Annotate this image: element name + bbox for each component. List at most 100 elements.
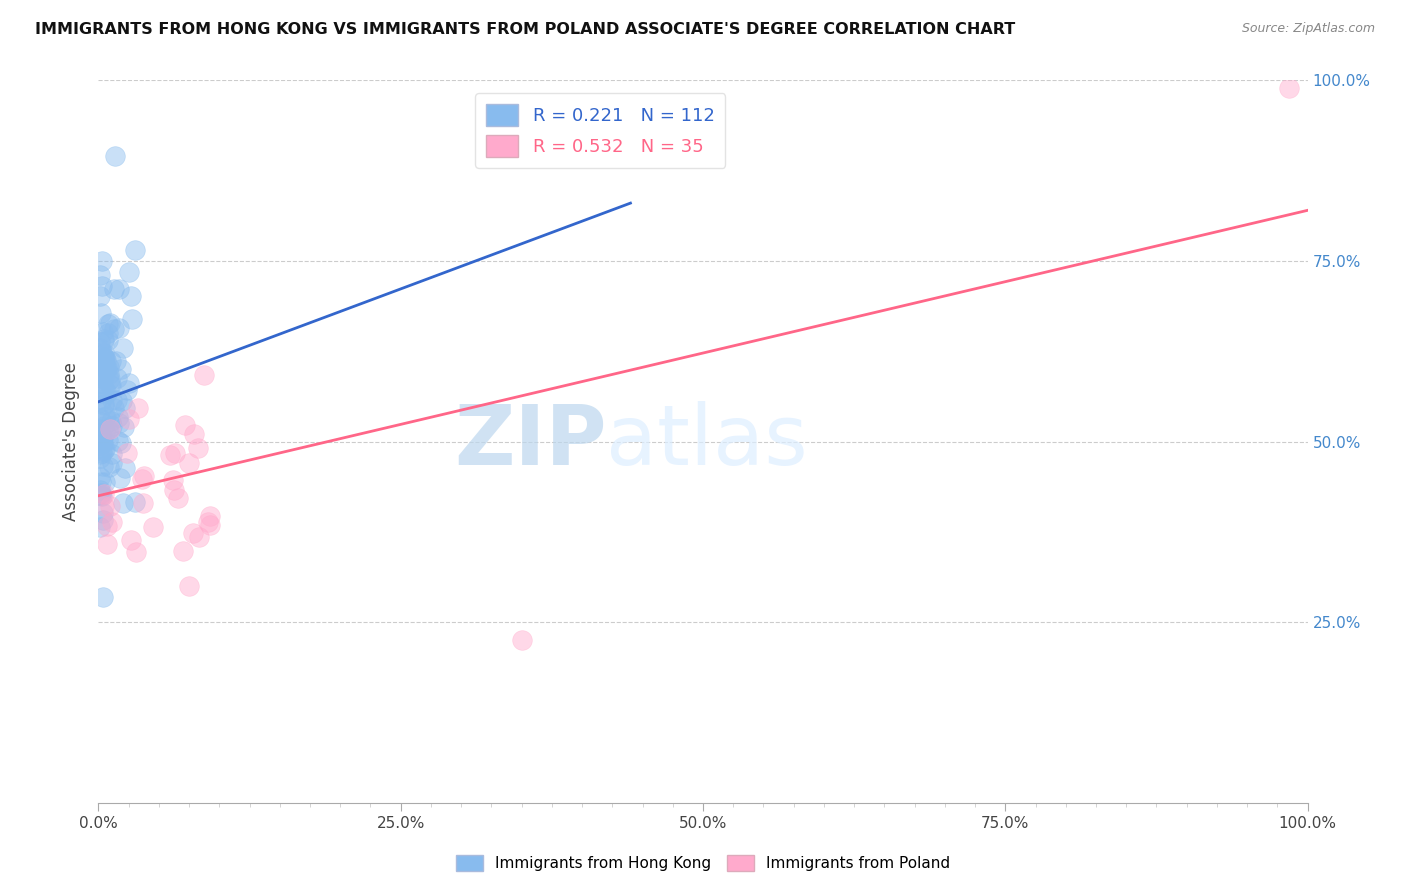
Point (89, 483, 111, 497)
Point (93, 475, 115, 489)
Point (108, 471, 131, 485)
Point (162, 473, 184, 487)
Point (89, 520, 111, 534)
Point (90, 385, 112, 400)
Point (174, 417, 197, 432)
Point (96, 362, 118, 376)
Point (1278, 80, 1301, 95)
Text: atlas: atlas (606, 401, 808, 482)
Point (93, 370, 115, 384)
Point (90, 394, 112, 409)
Point (97, 360, 120, 375)
Point (93, 499, 115, 513)
Point (89, 365, 111, 379)
Point (114, 461, 136, 475)
Point (90, 445, 112, 459)
Point (110, 435, 132, 450)
Point (177, 579, 200, 593)
Point (111, 394, 134, 409)
Point (101, 447, 124, 461)
Point (121, 312, 143, 326)
Point (97, 423, 120, 437)
Point (107, 409, 129, 424)
Point (93, 425, 115, 439)
Point (107, 416, 129, 430)
Point (111, 341, 134, 355)
Point (90, 485, 112, 500)
Point (131, 496, 153, 510)
Point (97, 333, 120, 347)
Point (510, 633, 533, 648)
Point (94, 353, 117, 368)
Point (93, 358, 115, 372)
Point (98, 317, 121, 331)
Point (165, 446, 187, 460)
Point (93, 397, 115, 411)
Point (181, 525, 204, 540)
Point (105, 371, 128, 385)
Point (89, 470, 111, 484)
Point (159, 448, 181, 462)
Point (100, 378, 122, 392)
Point (93, 398, 115, 412)
Legend: Immigrants from Hong Kong, Immigrants from Poland: Immigrants from Hong Kong, Immigrants fr… (450, 849, 956, 877)
Point (90, 279, 112, 293)
Point (90, 475, 112, 490)
Point (93, 333, 115, 347)
Point (118, 412, 141, 426)
Point (101, 419, 124, 434)
Point (97, 326, 120, 341)
Point (115, 384, 138, 398)
Point (98, 372, 121, 386)
Point (111, 496, 134, 510)
Point (131, 472, 153, 486)
Point (110, 362, 132, 376)
Point (97, 433, 120, 447)
Point (134, 468, 156, 483)
Point (127, 401, 149, 415)
Point (94, 351, 117, 366)
Point (93, 442, 115, 457)
Point (100, 515, 122, 529)
Point (91, 325, 114, 339)
Legend: R = 0.221   N = 112, R = 0.532   N = 35: R = 0.221 N = 112, R = 0.532 N = 35 (475, 93, 725, 168)
Point (112, 420, 135, 434)
Point (91, 433, 114, 447)
Point (96, 386, 118, 401)
Point (89, 376, 111, 390)
Point (93, 334, 115, 348)
Point (183, 427, 205, 442)
Point (98, 377, 121, 392)
Point (91, 368, 114, 383)
Point (96, 361, 118, 376)
Point (96, 518, 118, 533)
Point (89, 341, 111, 355)
Point (93, 350, 115, 364)
Point (104, 149, 127, 163)
Point (91, 431, 114, 445)
Point (107, 282, 129, 296)
Point (118, 265, 141, 279)
Point (94, 409, 117, 424)
Point (89, 438, 111, 452)
Point (90, 489, 112, 503)
Point (125, 545, 148, 559)
Point (172, 544, 194, 558)
Point (93, 410, 115, 425)
Point (89, 426, 111, 441)
Point (96, 317, 118, 331)
Point (89, 268, 111, 282)
Point (97, 459, 120, 474)
Point (91, 254, 114, 268)
Point (101, 393, 124, 408)
Point (91, 459, 114, 474)
Point (93, 351, 115, 366)
Point (96, 537, 118, 551)
Point (105, 393, 128, 408)
Point (91, 345, 114, 359)
Point (89, 411, 111, 425)
Point (200, 517, 222, 532)
Point (193, 368, 215, 383)
Point (105, 353, 128, 368)
Point (90, 306, 112, 320)
